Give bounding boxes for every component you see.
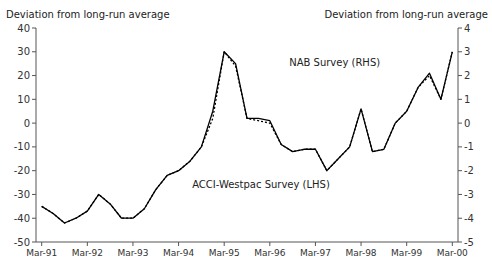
y2-tick-label: 4	[464, 23, 470, 34]
y-axis-line	[36, 28, 37, 242]
y-tick	[32, 75, 36, 76]
y-tick-label: 10	[17, 94, 30, 105]
x-tick-label: Mar-92	[72, 248, 103, 258]
y-tick-label: -30	[14, 189, 30, 200]
y2-tick-label: 3	[464, 46, 470, 57]
y-tick	[32, 146, 36, 147]
y-tick	[32, 51, 36, 52]
plot-area	[42, 52, 453, 223]
x-tick-label: Mar-93	[117, 248, 148, 258]
y-tick	[32, 123, 36, 124]
y2-tick	[458, 51, 462, 52]
y2-tick-label: 2	[464, 70, 470, 81]
x-tick	[406, 242, 407, 246]
y2-tick-label: 1	[464, 94, 470, 105]
x-tick-label: Mar-96	[254, 248, 285, 258]
y2-tick	[458, 170, 462, 171]
y-tick-label: -10	[14, 141, 30, 152]
x-tick	[87, 242, 88, 246]
y-tick	[32, 28, 36, 29]
y2-tick-label: -3	[464, 189, 474, 200]
x-tick-label: Mar-95	[209, 248, 240, 258]
y2-tick-label: -5	[464, 237, 474, 248]
series-line	[42, 52, 453, 223]
y-tick	[32, 194, 36, 195]
y2-tick-label: 0	[464, 118, 470, 129]
x-tick	[269, 242, 270, 246]
series-label: ACCI-Westpac Survey (LHS)	[192, 179, 330, 190]
x-tick	[178, 242, 179, 246]
x-tick-label: Mar-97	[300, 248, 331, 258]
y2-tick	[458, 75, 462, 76]
y2-tick-label: -2	[464, 165, 474, 176]
y2-tick	[458, 218, 462, 219]
y-tick-label: -20	[14, 165, 30, 176]
series-label: NAB Survey (RHS)	[289, 57, 380, 68]
y-tick	[32, 218, 36, 219]
y-tick	[32, 99, 36, 100]
y-tick	[32, 170, 36, 171]
x-tick	[41, 242, 42, 246]
y-tick-label: 0	[24, 118, 30, 129]
x-tick-label: Mar-99	[391, 248, 422, 258]
y-tick-label: 40	[17, 23, 30, 34]
y2-tick	[458, 99, 462, 100]
y-tick	[32, 242, 36, 243]
y-axis-label: Deviation from long-run average	[6, 9, 170, 20]
y2-tick	[458, 123, 462, 124]
x-tick	[361, 242, 362, 246]
x-tick	[315, 242, 316, 246]
x-tick-label: Mar-94	[163, 248, 194, 258]
y-tick-label: -40	[14, 213, 30, 224]
x-axis-line	[36, 242, 458, 243]
x-tick-label: Mar-00	[437, 248, 468, 258]
x-tick	[452, 242, 453, 246]
y-tick-label: 20	[17, 70, 30, 81]
y2-axis-line	[458, 28, 459, 242]
series-line	[42, 52, 453, 223]
x-tick-label: Mar-91	[26, 248, 57, 258]
y-tick-label: 30	[17, 46, 30, 57]
y2-tick-label: -1	[464, 141, 474, 152]
x-tick-label: Mar-98	[345, 248, 376, 258]
y2-tick	[458, 194, 462, 195]
y2-tick	[458, 242, 462, 243]
x-tick	[224, 242, 225, 246]
chart: -50-40-30-20-10010203040-5-4-3-2-101234M…	[0, 0, 492, 264]
y-tick-label: -50	[14, 237, 30, 248]
y2-tick	[458, 28, 462, 29]
y2-tick	[458, 146, 462, 147]
y2-tick-label: -4	[464, 213, 474, 224]
x-tick	[132, 242, 133, 246]
y2-axis-label: Deviation from long-run average	[324, 9, 488, 20]
